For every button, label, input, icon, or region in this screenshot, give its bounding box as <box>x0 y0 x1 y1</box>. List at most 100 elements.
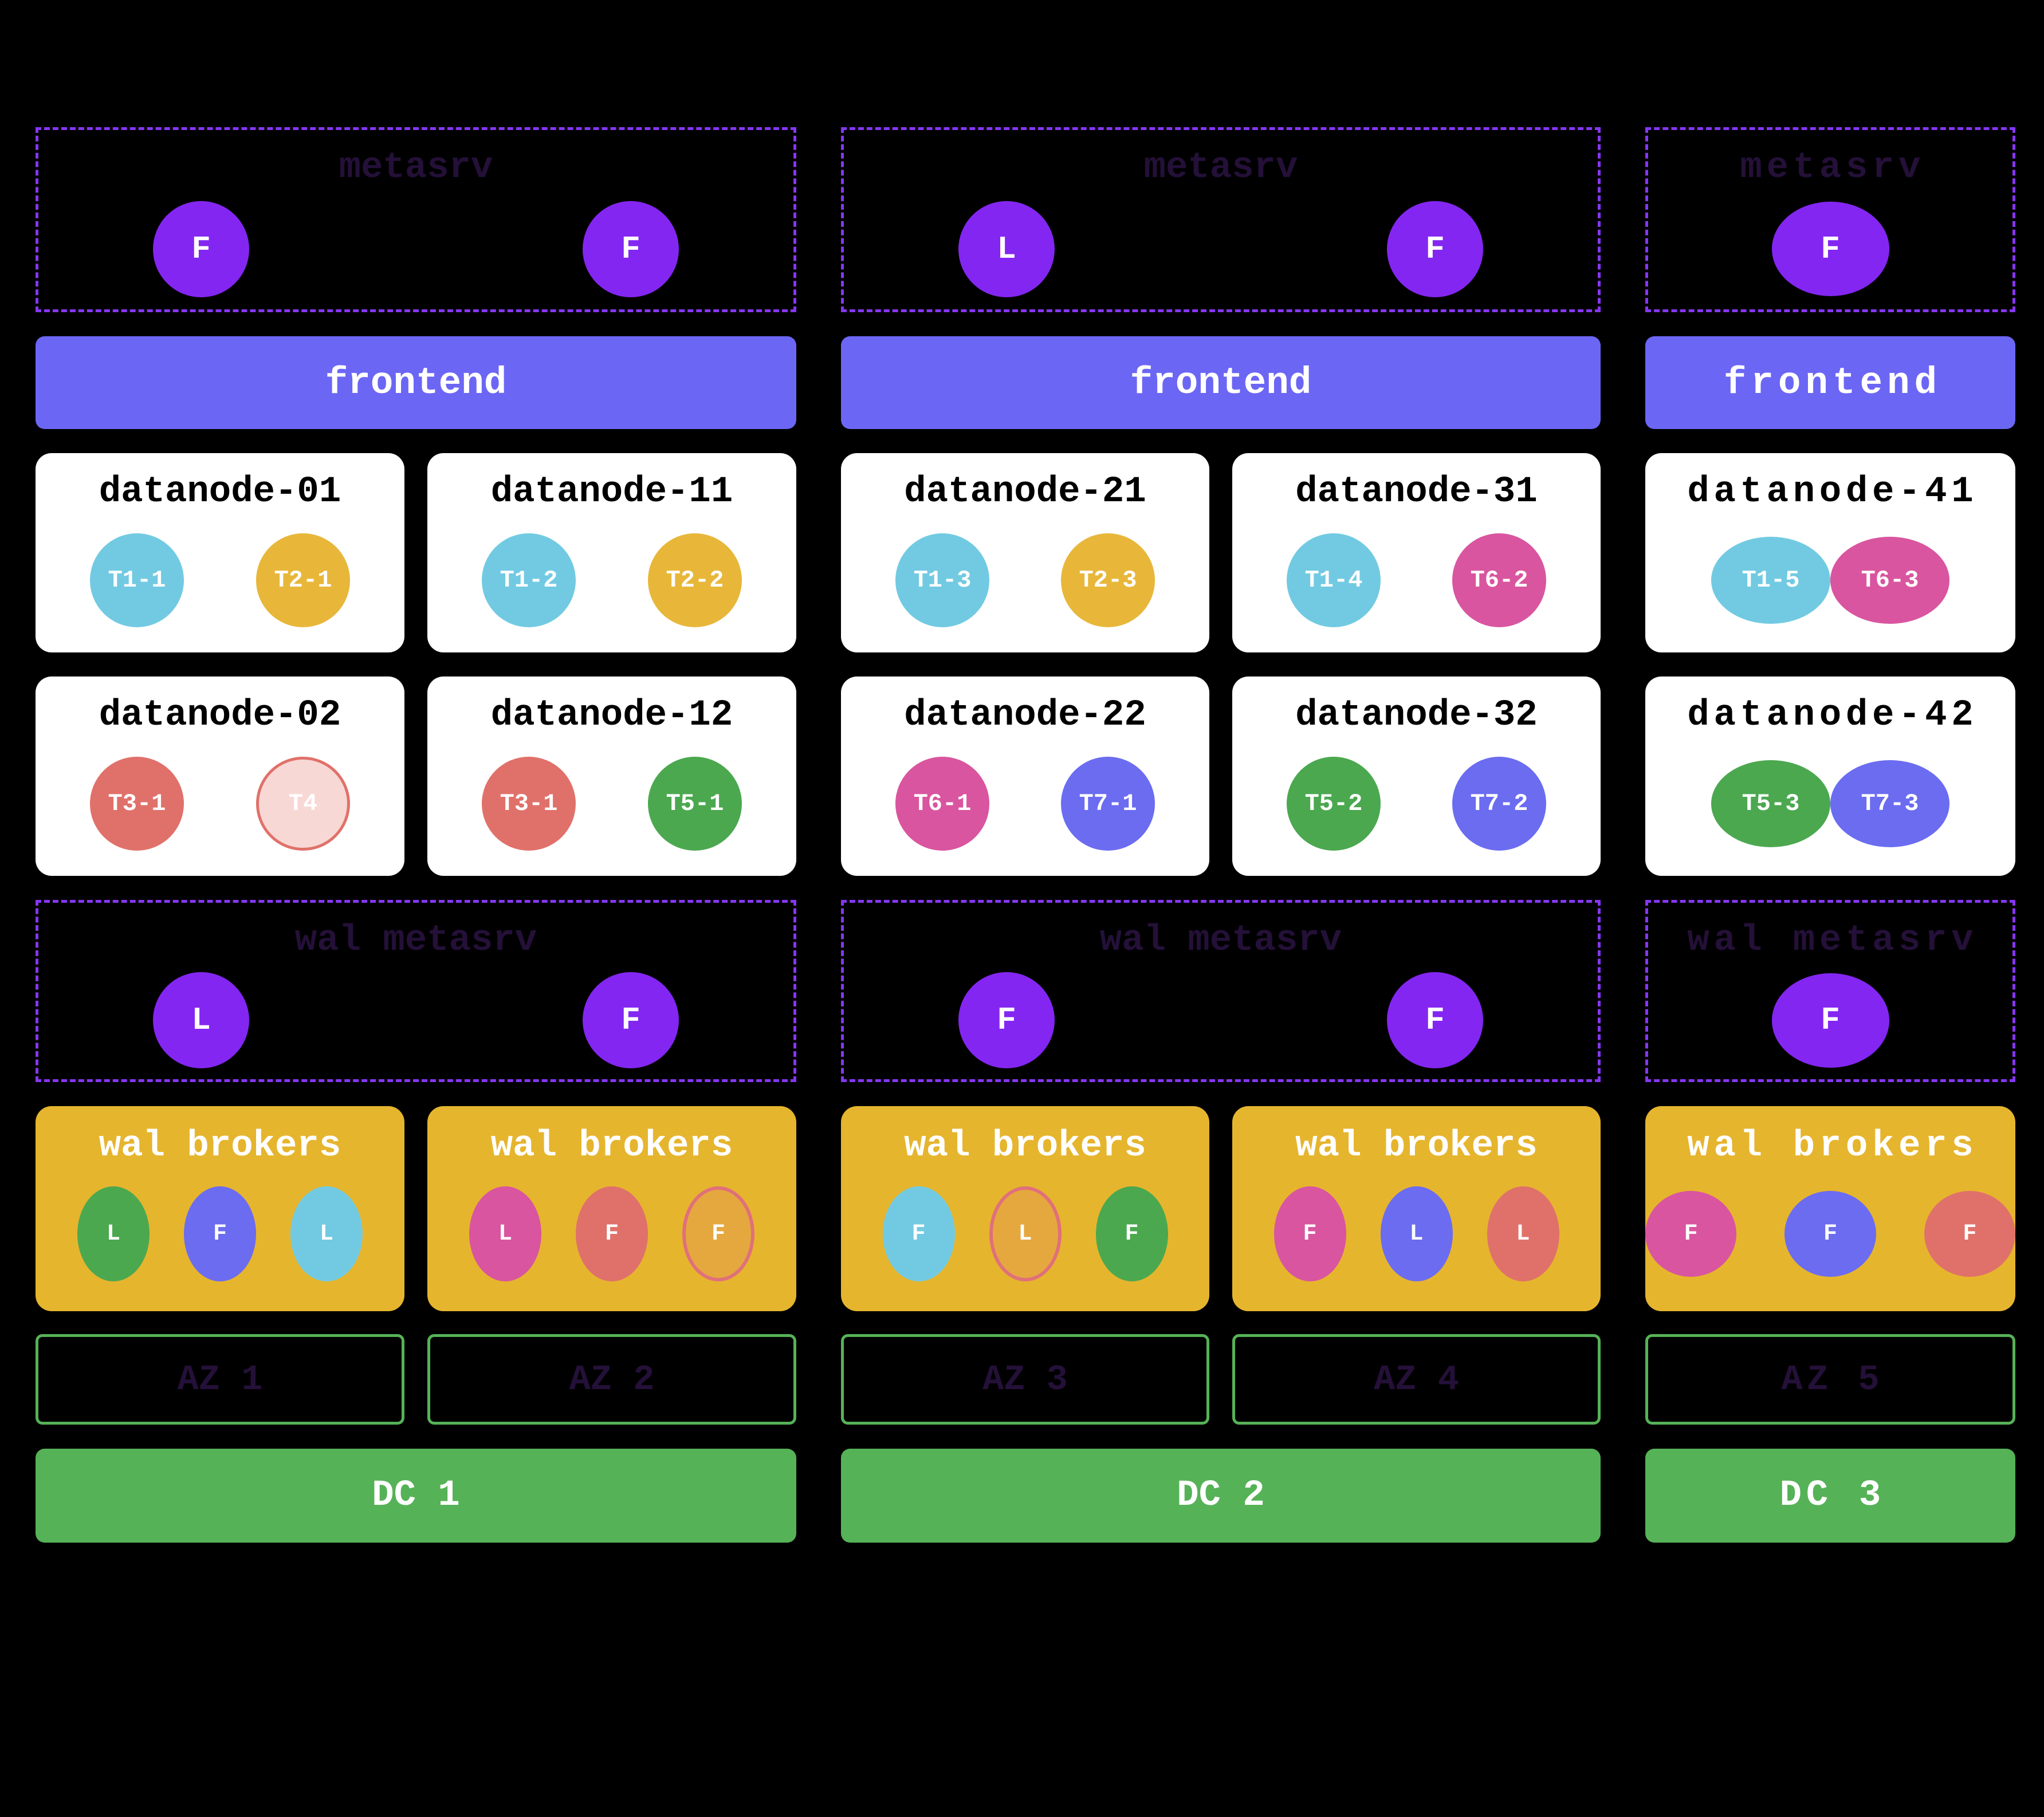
datanode-title: datanode-11 <box>490 471 733 513</box>
wal-metasrv-title: wal metasrv <box>1687 920 1978 961</box>
wal-broker-nodes: F L F <box>841 1167 1209 1311</box>
datanode-card: datanode-42 T5-3 T7-3 <box>1645 677 2015 876</box>
region-badge: T6-1 <box>895 757 989 851</box>
wal-broker-nodes: F F F <box>1645 1167 2015 1311</box>
wal-brokers-title: wal brokers <box>1687 1126 1978 1167</box>
wal-metasrv-node: L <box>153 972 249 1068</box>
wal-broker-nodes: L F L <box>36 1167 404 1311</box>
region-badge: T1-4 <box>1287 533 1381 627</box>
datanode-card: datanode-22 T6-1 T7-1 <box>841 677 1209 876</box>
metasrv-nodes: F <box>1648 188 2012 309</box>
frontend-bar: frontend <box>36 336 796 429</box>
wal-broker-node: F <box>1924 1191 2015 1277</box>
metasrv-node: F <box>583 200 679 297</box>
region-badge: T5-1 <box>648 757 742 851</box>
metasrv-node: F <box>1387 200 1483 297</box>
metasrv-title: metasrv <box>339 147 493 188</box>
region-badge: T5-2 <box>1287 757 1381 851</box>
datanode-row-top: datanode-01 T1-1 T2-1 datanode-11 T1-2 T… <box>36 453 796 652</box>
metasrv-nodes: L F <box>844 188 1598 309</box>
metasrv-node: F <box>1771 202 1889 296</box>
wal-broker-node: F <box>882 1186 955 1281</box>
region-badge: T3-1 <box>482 757 576 851</box>
datanode-title: datanode-32 <box>1295 695 1538 736</box>
datanode-regions: T5-2 T7-2 <box>1232 736 1601 876</box>
region-badge: T1-1 <box>90 533 184 627</box>
region-badge: T6-3 <box>1830 537 1949 624</box>
metasrv-title: metasrv <box>1143 147 1298 188</box>
region-badge: T2-1 <box>256 533 350 627</box>
wal-broker-node: F <box>1095 1186 1168 1281</box>
datanode-regions: T1-1 T2-1 <box>36 513 404 652</box>
wal-broker-node: L <box>989 1186 1062 1281</box>
wal-broker-node: F <box>1784 1191 1876 1277</box>
wal-brokers-title: wal brokers <box>904 1126 1146 1167</box>
wal-brokers-box: wal brokers L F L <box>36 1106 404 1311</box>
datanode-title: datanode-21 <box>904 471 1146 513</box>
dc-bar: DC 1 <box>36 1449 796 1543</box>
datanode-regions: T3-1 T5-1 <box>427 736 796 876</box>
metasrv-nodes: F F <box>38 188 793 309</box>
region-badge: T2-3 <box>1061 533 1155 627</box>
datanode-regions: T6-1 T7-1 <box>841 736 1209 876</box>
wal-brokers-row: wal brokers L F L wal brokers L F F <box>36 1106 796 1311</box>
datanode-regions: T1-5 T6-3 <box>1645 513 2015 652</box>
frontend-bar: frontend <box>1645 336 2015 429</box>
wal-broker-node: F <box>576 1186 648 1281</box>
az-box: AZ 5 <box>1645 1334 2015 1425</box>
wal-broker-nodes: L F F <box>427 1167 796 1311</box>
wal-broker-node: F <box>682 1186 754 1281</box>
region-badge: T1-2 <box>482 533 576 627</box>
wal-broker-node: F <box>184 1186 256 1281</box>
wal-brokers-box: wal brokers F L F <box>841 1106 1209 1311</box>
datanode-regions: T3-1 T4 <box>36 736 404 876</box>
datanode-title: datanode-31 <box>1295 471 1538 513</box>
wal-metasrv-box: wal metasrv F <box>1645 900 2015 1082</box>
datanode-row-bottom: datanode-22 T6-1 T7-1 datanode-32 T5-2 T… <box>841 677 1601 876</box>
wal-metasrv-node: F <box>958 972 1055 1068</box>
dc2-column: metasrv L F frontend datanode-21 T1-3 T2… <box>841 127 1601 1543</box>
frontend-bar: frontend <box>841 336 1601 429</box>
wal-brokers-title: wal brokers <box>99 1126 341 1167</box>
datanode-row-bottom: datanode-42 T5-3 T7-3 <box>1645 677 2015 876</box>
region-badge: T3-1 <box>90 757 184 851</box>
datanode-regions: T1-2 T2-2 <box>427 513 796 652</box>
dc-bar: DC 2 <box>841 1449 1601 1543</box>
metasrv-node: L <box>958 200 1055 297</box>
datanode-row-bottom: datanode-02 T3-1 T4 datanode-12 T3-1 T5-… <box>36 677 796 876</box>
wal-broker-node: F <box>1645 1191 1737 1277</box>
datanode-title: datanode-12 <box>490 695 733 736</box>
datanode-card: datanode-21 T1-3 T2-3 <box>841 453 1209 652</box>
wal-broker-node: L <box>469 1186 541 1281</box>
wal-metasrv-title: wal metasrv <box>294 920 537 961</box>
wal-broker-node: L <box>1487 1186 1559 1281</box>
az-row: AZ 1 AZ 2 <box>36 1334 796 1425</box>
wal-broker-node: L <box>290 1186 363 1281</box>
region-badge: T7-3 <box>1830 760 1949 847</box>
region-badge: T6-2 <box>1452 533 1546 627</box>
datanode-title: datanode-42 <box>1687 695 1978 736</box>
wal-metasrv-node: F <box>583 972 679 1068</box>
datanode-title: datanode-01 <box>99 471 341 513</box>
datanode-row-top: datanode-41 T1-5 T6-3 <box>1645 453 2015 652</box>
az-box: AZ 2 <box>427 1334 796 1425</box>
az-box: AZ 1 <box>36 1334 404 1425</box>
wal-broker-node: L <box>77 1186 150 1281</box>
datanode-regions: T1-3 T2-3 <box>841 513 1209 652</box>
datanode-card: datanode-12 T3-1 T5-1 <box>427 677 796 876</box>
metasrv-box: metasrv F F <box>36 127 796 312</box>
az-box: AZ 3 <box>841 1334 1209 1425</box>
region-badge: T5-3 <box>1711 760 1830 847</box>
region-badge: T1-3 <box>895 533 989 627</box>
datanode-regions: T5-3 T7-3 <box>1645 736 2015 876</box>
datanode-card: datanode-31 T1-4 T6-2 <box>1232 453 1601 652</box>
wal-brokers-box: wal brokers F L L <box>1232 1106 1601 1311</box>
region-badge: T7-2 <box>1452 757 1546 851</box>
region-badge: T4 <box>256 757 350 851</box>
datanode-title: datanode-22 <box>904 695 1146 736</box>
region-badge: T2-2 <box>648 533 742 627</box>
wal-brokers-title: wal brokers <box>1295 1126 1538 1167</box>
az-row: AZ 3 AZ 4 <box>841 1334 1601 1425</box>
datanode-card: datanode-11 T1-2 T2-2 <box>427 453 796 652</box>
metasrv-node: F <box>153 200 249 297</box>
